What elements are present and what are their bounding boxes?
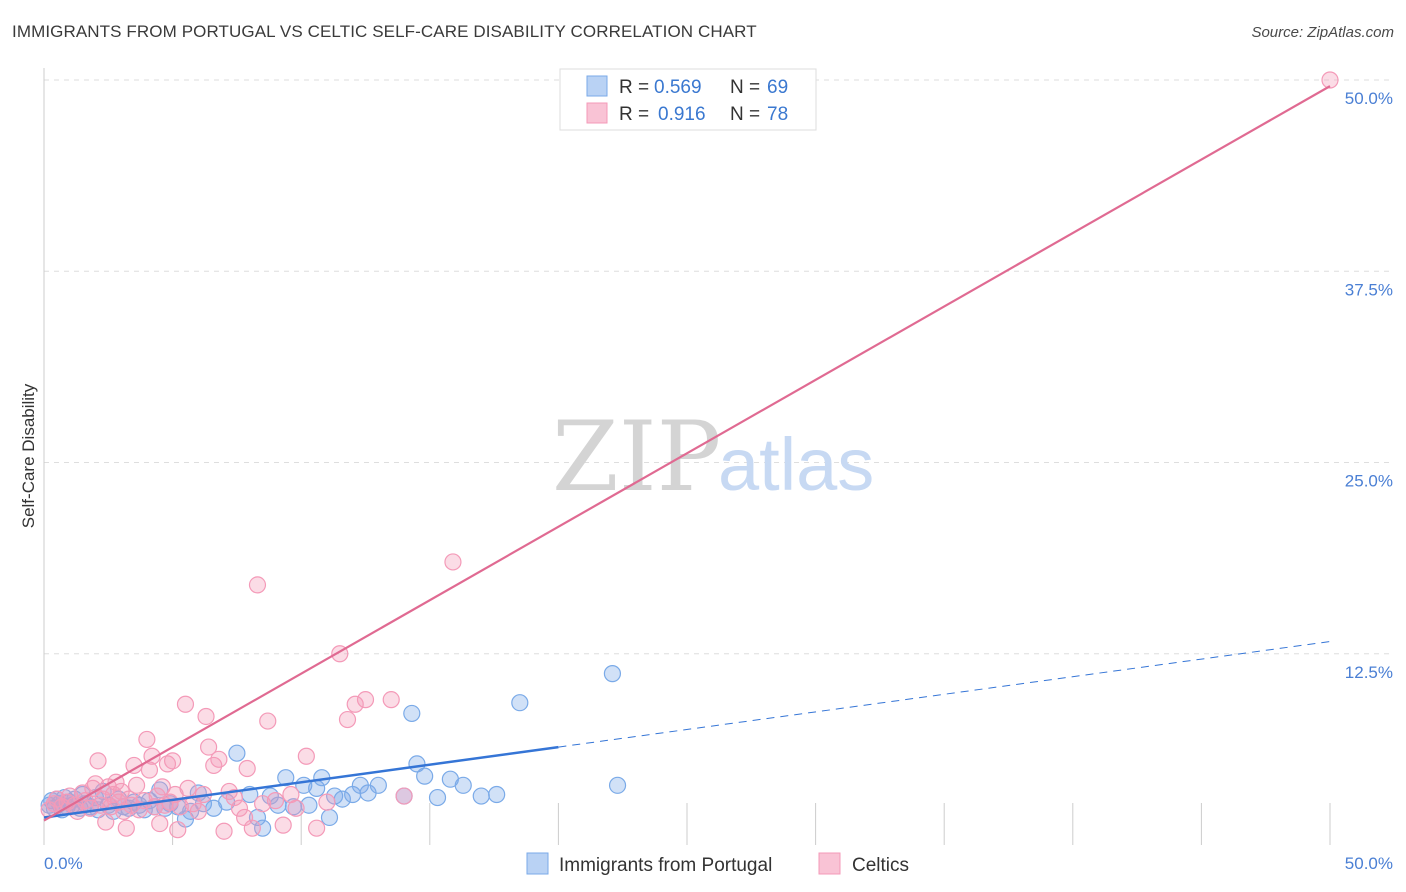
celtics-point: [169, 821, 187, 839]
portugal-point: [416, 767, 434, 785]
celtics-point: [225, 788, 243, 807]
legend-n-label-2: N =: [730, 104, 760, 125]
bottom-legend: Immigrants from Portugal Celtics: [526, 852, 909, 876]
celtics-point: [215, 822, 233, 840]
portugal-point: [300, 796, 318, 814]
celtics-point: [243, 819, 261, 837]
legend-r-label-1: R =: [619, 77, 649, 98]
legend-r-value-1: 0.569: [654, 77, 702, 98]
celtics-point: [140, 761, 159, 779]
trend-lines: [43, 85, 1331, 822]
legend-swatch-portugal: [586, 75, 608, 97]
x-tick-label-min: 0.0%: [44, 854, 83, 873]
legend-r-label-2: R =: [619, 104, 649, 125]
celtics-point: [1321, 71, 1339, 89]
celtics-point: [338, 710, 357, 729]
y-tick-label: 12.5%: [1345, 663, 1393, 682]
celtics-point: [238, 759, 256, 778]
celtics-point: [176, 695, 195, 713]
portugal-point: [277, 769, 295, 787]
portugal-trend-extension: [558, 641, 1331, 748]
celtics-point: [153, 778, 171, 796]
celtics-point: [117, 819, 135, 837]
watermark-zip: ZIP: [552, 401, 721, 513]
source-label: Source: ZipAtlas.com: [1251, 24, 1394, 41]
celtics-point: [248, 576, 267, 594]
portugal-point: [403, 704, 421, 723]
portugal-point: [488, 785, 506, 804]
portugal-point: [228, 744, 246, 762]
celtics-point: [259, 712, 277, 730]
celtics-point: [274, 816, 292, 834]
gridlines: [44, 79, 1392, 655]
bottom-legend-label-celtics: Celtics: [852, 855, 909, 876]
bottom-legend-swatch-celtics: [818, 852, 841, 875]
celtics-point: [61, 787, 79, 805]
y-tick-label: 25.0%: [1345, 472, 1393, 491]
y-axis-label: Self-Care Disability: [19, 383, 38, 528]
celtics-point: [127, 776, 146, 794]
celtics-point: [179, 779, 197, 797]
bottom-legend-swatch-portugal: [526, 852, 549, 875]
portugal-point: [603, 665, 622, 683]
legend-r-value-2: 0.916: [658, 104, 706, 125]
celtics-point: [158, 755, 177, 773]
data-points: [40, 71, 1339, 840]
celtics-point: [308, 819, 326, 837]
y-tick-label: 37.5%: [1345, 280, 1393, 299]
legend: R = 0.569 N = 69 R = 0.916 N = 78: [559, 68, 817, 131]
chart-title: IMMIGRANTS FROM PORTUGAL VS CELTIC SELF-…: [12, 22, 757, 41]
portugal-point: [320, 808, 339, 827]
celtics-point: [356, 691, 375, 709]
portugal-point: [428, 788, 447, 807]
celtics-point: [197, 707, 215, 726]
portugal-trend-line: [43, 745, 559, 819]
watermark-atlas: atlas: [718, 423, 874, 506]
portugal-point: [511, 694, 529, 712]
y-axis-tick-labels: 12.5% 25.0% 37.5% 50.0%: [1345, 89, 1393, 682]
bottom-legend-label-portugal: Immigrants from Portugal: [559, 855, 772, 876]
celtics-point: [151, 814, 169, 833]
celtics-point: [287, 799, 305, 817]
y-tick-label: 50.0%: [1345, 89, 1393, 108]
celtics-point: [254, 795, 272, 813]
x-axis-ticks: [172, 803, 1331, 845]
celtics-point: [230, 799, 249, 817]
x-tick-label-max: 50.0%: [1345, 854, 1393, 873]
legend-swatch-celtics: [586, 102, 608, 124]
celtics-point: [318, 793, 336, 811]
celtics-point: [444, 553, 462, 571]
portugal-point: [369, 776, 387, 794]
celtics-point: [138, 730, 156, 749]
portugal-point: [454, 776, 472, 794]
celtics-point: [395, 787, 413, 805]
portugal-point: [472, 787, 490, 805]
celtics-point: [346, 695, 364, 713]
celtics-point: [382, 691, 400, 709]
portugal-point: [135, 801, 153, 819]
celtics-point: [189, 802, 207, 820]
portugal-point: [608, 776, 627, 794]
celtics-point: [266, 792, 285, 810]
legend-n-value-2: 78: [767, 104, 788, 125]
legend-n-label-1: N =: [730, 77, 760, 98]
celtics-point: [200, 738, 218, 756]
celtics-point: [210, 750, 228, 768]
celtics-trend-line: [43, 85, 1331, 822]
legend-n-value-1: 69: [767, 77, 788, 98]
celtics-point: [164, 752, 182, 770]
celtics-point: [97, 813, 115, 831]
celtics-point: [89, 752, 107, 770]
celtics-point: [297, 747, 315, 765]
